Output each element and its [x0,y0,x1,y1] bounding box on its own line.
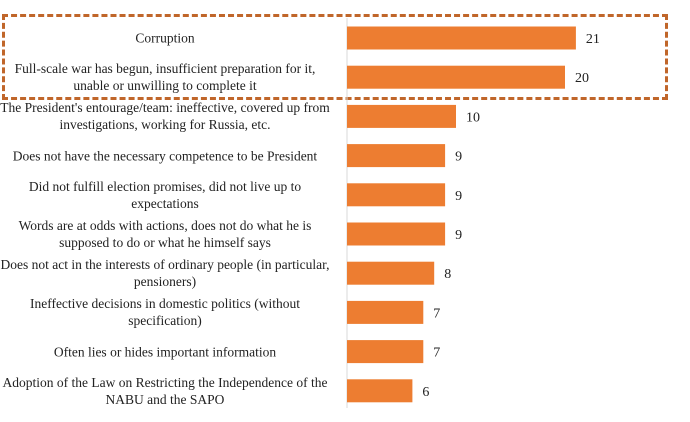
bar [347,261,435,285]
data-label: 6 [422,385,429,400]
data-label: 10 [466,110,480,125]
category-label: Does not act in the interests of ordinar… [0,257,330,290]
data-label: 7 [433,346,440,361]
data-label: 7 [433,306,440,321]
highlight-dashed-box [2,14,668,100]
category-label: The President's entourage/team: ineffect… [0,100,330,133]
category-label: Full-scale war has begun, insufficient p… [14,61,316,94]
data-label: 9 [455,150,462,165]
bar [347,144,446,168]
bar [347,300,424,324]
category-label: Adoption of the Law on Restricting the I… [2,374,328,407]
category-label: Did not fulfill election promises, did n… [28,178,302,211]
bar [347,183,446,207]
bar [347,379,413,403]
data-label: 21 [586,32,600,47]
category-label: Ineffective decisions in domestic politi… [29,296,301,329]
bar [347,65,565,89]
data-label: 9 [455,189,462,204]
data-label: 20 [575,71,589,86]
bar [347,340,424,364]
category-label: Words are at odds with actions, does not… [18,218,312,250]
bar [347,104,456,128]
bar [347,26,576,50]
category-label: Does not have the necessary competence t… [12,148,318,164]
data-label: 9 [455,228,462,243]
data-label: 8 [444,267,451,282]
bar [347,222,446,246]
category-label: Corruption [135,30,195,46]
category-label: Often lies or hides important informatio… [53,344,277,360]
